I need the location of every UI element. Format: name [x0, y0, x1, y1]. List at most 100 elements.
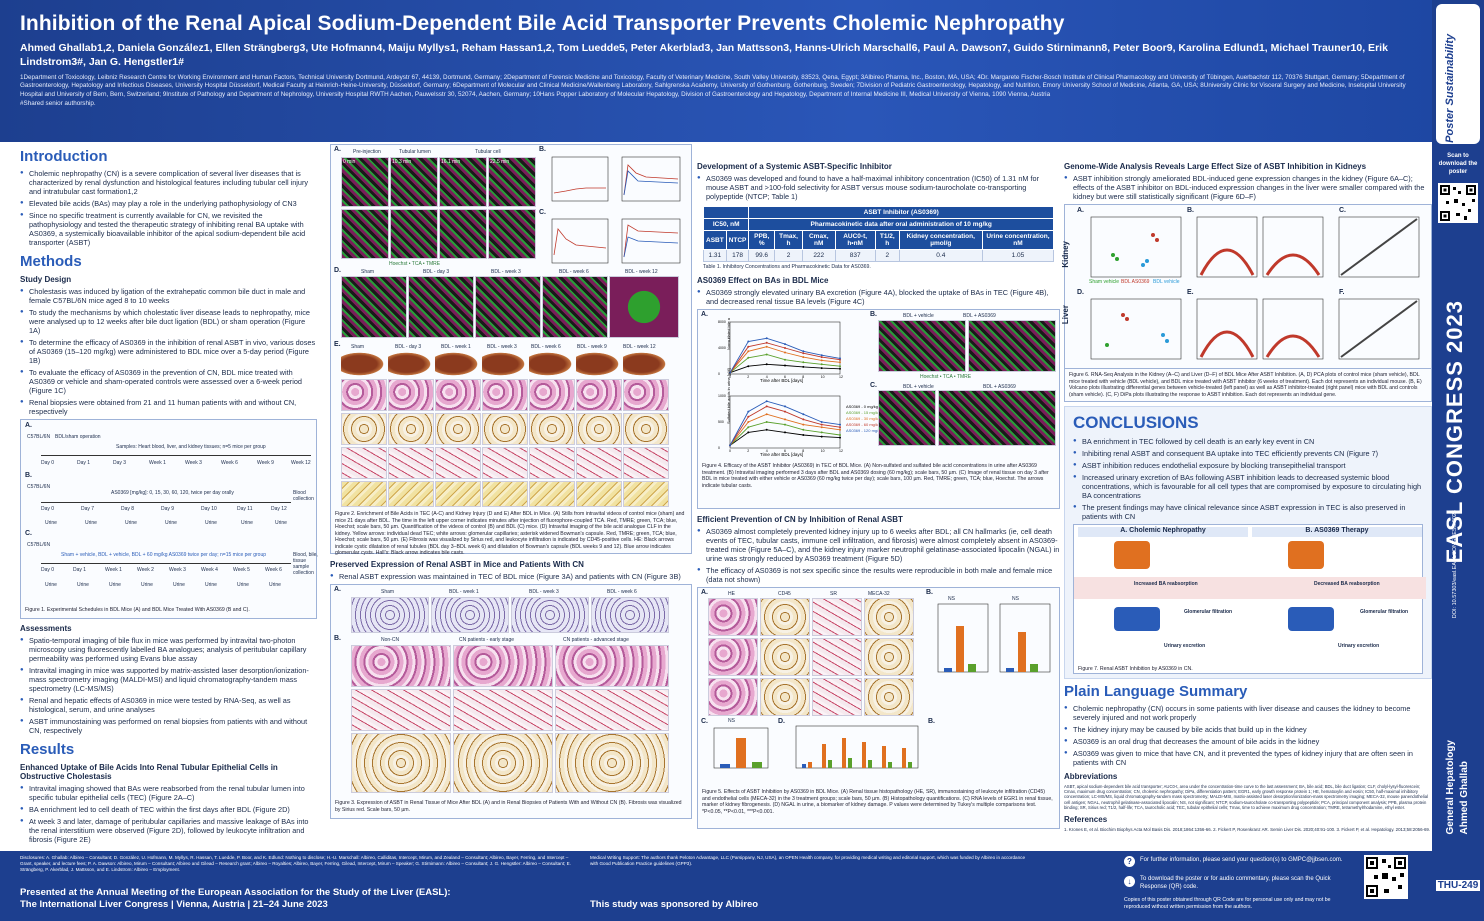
data-point [747, 350, 750, 353]
data-point [747, 365, 750, 368]
column-3: Development of a Systemic ASBT-Specific … [697, 142, 1060, 829]
contact-info: For further information, please send you… [1140, 857, 1343, 863]
x-axis-label: Time after BDL [days] [760, 452, 803, 457]
list-item: Cholemic nephropathy (CN) is a severe co… [20, 169, 317, 196]
data-point [820, 359, 823, 362]
data-point [802, 350, 805, 353]
sponsor-text: This study was sponsored by Albireo [590, 899, 759, 910]
qr-code-icon[interactable] [1438, 183, 1478, 223]
legend-entry: AS0369 - 30 mg/kg [846, 416, 880, 421]
data-point [802, 434, 805, 436]
data-point [784, 364, 786, 367]
list-item: Spatio-temporal imaging of bile flux in … [20, 636, 317, 663]
scan-label: Scan to download the poster [1438, 153, 1478, 175]
column-2: A. Pre-injection Tubular lumen Tubular c… [330, 142, 692, 819]
y-tick-label: 0 [718, 372, 720, 376]
column-4: Genome-Wide Analysis Reveals Large Effec… [1061, 142, 1432, 832]
legend-entry: AS0369 - 15 mg/kg [846, 410, 880, 415]
list-item: To study the mechanisms by which cholest… [20, 308, 317, 335]
x-tick-label: 10 [821, 449, 825, 453]
results-subheading: Enhanced Uptake of Bile Acids Into Renal… [20, 763, 278, 781]
data-point [802, 423, 805, 426]
legend-entry: AS0369 - 0 mg/kg [846, 404, 878, 409]
download-info: To download the poster or for audio comm… [1140, 876, 1331, 890]
figure-7-caption: Figure 7. Renal ASBT Inhibition by AS036… [1078, 666, 1193, 672]
conclusions-heading: CONCLUSIONS [1073, 413, 1199, 432]
x-tick-label: 2 [747, 375, 749, 379]
list-item: The efficacy of AS0369 is not sex specif… [697, 566, 1060, 584]
topic-label: General Hepatology Ahmed Ghallab [1445, 740, 1470, 835]
download-icon: ↓ [1124, 876, 1135, 887]
poster-code: THU-249 [1436, 880, 1480, 891]
figure-5d-bars [795, 725, 919, 769]
list-item: Intravital imaging in mice was supported… [20, 666, 317, 693]
y-tick-label: 8000 [718, 320, 726, 324]
data-point [784, 405, 786, 408]
poster-footer: Disclosures: A. Ghallab: Albireo – Consu… [0, 851, 1432, 921]
poster-title: Inhibition of the Renal Apical Sodium-De… [20, 12, 1065, 35]
data-point [784, 423, 786, 426]
y-tick-label: 4000 [718, 346, 726, 350]
data-point [784, 410, 786, 413]
assessments-heading: Assessments [20, 624, 72, 633]
data-point [802, 428, 805, 431]
data-point [765, 421, 768, 423]
ref-heading: References [1064, 815, 1108, 825]
figure-7: A. Cholemic Nephropathy B. AS0369 Therap… [1073, 524, 1426, 674]
figure-5b-bars [937, 603, 1051, 673]
data-point [729, 371, 731, 374]
methods-heading: Methods [20, 253, 82, 270]
figure-6: Kidney Liver A. B. C. D. E. F. Sham vehi… [1061, 204, 1432, 369]
chart-axis [729, 321, 841, 375]
mouse-label: C57BL/6N [27, 434, 51, 440]
data-point [820, 367, 823, 370]
list-item: The present findings may have clinical r… [1073, 503, 1423, 521]
x-tick-label: 10 [821, 375, 825, 379]
qr-code-icon[interactable] [1364, 855, 1408, 899]
data-point [784, 358, 786, 361]
table-title: ASBT Inhibitor (AS0369) [748, 206, 1054, 219]
data-point [820, 354, 823, 357]
cn-heading: Efficient Prevention of CN by Inhibition… [697, 515, 903, 524]
question-icon: ? [1124, 856, 1135, 867]
data-point [747, 410, 750, 413]
data-point [784, 347, 786, 349]
legend-entry: AS0369 - 60 mg/kg [846, 422, 880, 427]
list-item: BA enrichment led to cell death of TEC w… [20, 805, 317, 814]
right-sidebar: Poster Sustainability Scan to download t… [1432, 0, 1484, 921]
list-item: Renal biopsies were obtained from 21 and… [20, 398, 317, 416]
data-point [820, 426, 823, 429]
data-point [839, 428, 841, 431]
author-list: Ahmed Ghallab1,2, Daniela González1, Ell… [20, 42, 1388, 68]
list-item: To evaluate the efficacy of AS0369 in th… [20, 368, 317, 395]
chart-axis [729, 395, 841, 449]
data-point [839, 434, 841, 436]
data-point [784, 418, 786, 421]
list-item: Elevated bile acids (BAs) may play a rol… [20, 199, 317, 208]
data-point [765, 428, 768, 431]
figure-6-plots [1090, 216, 1420, 360]
data-point [747, 431, 750, 434]
shared-authorship: #Shared senior authorship. [20, 99, 96, 107]
series-line [729, 400, 841, 446]
list-item: To determine the efficacy of AS0369 in t… [20, 338, 317, 365]
list-item: AS0369 is an oral drug that decreases th… [1064, 737, 1432, 746]
data-point [820, 435, 823, 438]
data-point [784, 431, 786, 434]
data-point [747, 345, 750, 348]
figure-6-caption: Figure 6. RNA-Seq Analysis in the Kidney… [1064, 369, 1432, 402]
list-item: ASBT inhibition reduces endothelial expo… [1073, 461, 1423, 470]
data-point [747, 340, 750, 343]
data-point [839, 357, 841, 360]
table-row: 1.31 178 99.6 2 222 837 2 0.4 1.05 [703, 249, 1055, 262]
data-point [765, 405, 768, 408]
list-item: Inhibiting renal ASBT and consequent BA … [1073, 449, 1423, 458]
data-point [765, 400, 768, 403]
data-point [765, 341, 768, 344]
study-design-heading: Study Design [20, 275, 72, 284]
list-item: ASBT inhibition strongly ameliorated BDL… [1064, 174, 1432, 201]
data-point [839, 361, 841, 364]
x-tick-label: 2 [747, 449, 749, 453]
data-point [802, 418, 805, 421]
intro-bullets: Cholemic nephropathy (CN) is a severe co… [20, 169, 317, 247]
